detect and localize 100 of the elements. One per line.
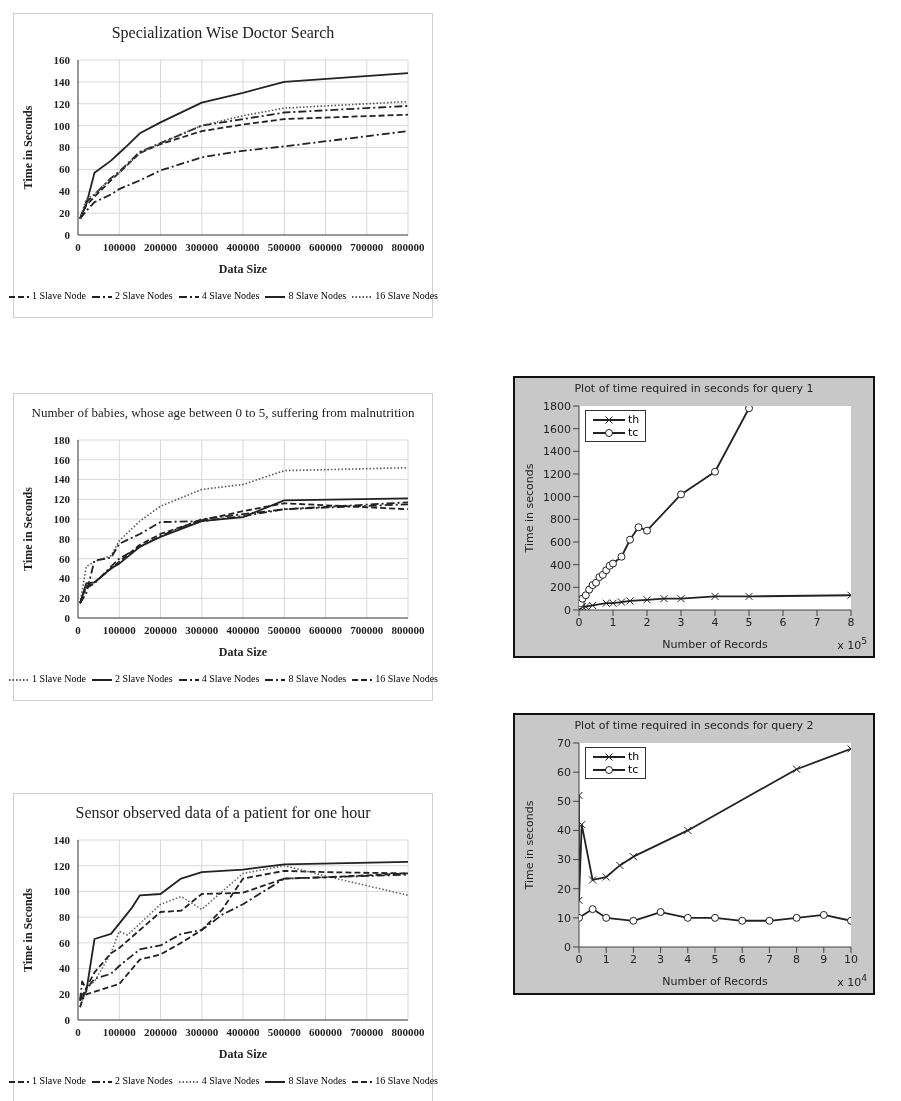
x-tick-label: 800000: [391, 240, 425, 253]
x-tick-label: 700000: [350, 623, 384, 636]
x-tick-label: 400000: [226, 240, 260, 253]
x-tick-label: 6: [738, 952, 746, 966]
x-tick-label: 2: [629, 952, 637, 966]
y-tick-label: 60: [557, 766, 571, 780]
y-tick-label: 100: [53, 885, 71, 898]
y-axis-title: Time in Seconds: [21, 887, 36, 972]
y-tick-label: 60: [59, 552, 71, 565]
x-tick-label: 300000: [185, 240, 219, 253]
y-tick-label: 20: [59, 207, 71, 220]
x-tick-label: 5: [745, 615, 753, 629]
legend-label: 2 Slave Nodes: [113, 290, 173, 302]
y-tick-label: 1800: [543, 399, 571, 413]
y-tick-label: 600: [550, 535, 571, 549]
x-tick-label: 2: [643, 615, 651, 629]
chart-title: Sensor observed data of a patient for one hour: [74, 803, 372, 824]
x-tick-label: 8: [847, 615, 855, 629]
x-tick-label: 400000: [226, 623, 260, 636]
y-tick-label: 100: [53, 119, 71, 132]
x-tick-label: 300000: [185, 623, 219, 636]
x-tick-label: 10: [844, 952, 858, 966]
x-tick-label: 700000: [350, 1025, 384, 1038]
y-tick-label: 20: [59, 988, 71, 1001]
y-tick-label: 160: [53, 453, 71, 466]
x-tick-label: 400000: [226, 1025, 260, 1038]
y-tick-label: 100: [53, 513, 71, 526]
y-axis-title: Time in Seconds: [21, 486, 36, 571]
x-tick-label: 500000: [267, 240, 302, 253]
legend-label: 2 Slave Nodes: [113, 673, 173, 685]
x-tick-label: 600000: [309, 240, 343, 253]
chart-title: Plot of time required in seconds for query 1: [573, 380, 815, 397]
y-tick-label: 0: [64, 1013, 71, 1026]
legend-label: 4 Slave Nodes: [200, 290, 260, 302]
chart-title: Specialization Wise Doctor Search: [110, 23, 336, 44]
x-tick-label: 6: [779, 615, 787, 629]
x-tick-label: 1: [609, 615, 617, 629]
legend-label: tc: [627, 763, 640, 776]
x-tick-label: 1: [602, 952, 610, 966]
legend-label: 8 Slave Nodes: [287, 673, 347, 685]
y-tick-label: 400: [550, 558, 571, 572]
x-tick-label: 100000: [102, 1025, 137, 1038]
chart-title: Plot of time required in seconds for query 2: [573, 717, 815, 734]
x-axis-title: Data Size: [218, 645, 268, 659]
y-tick-label: 20: [557, 882, 571, 896]
y-axis-title: Time in seconds: [522, 800, 536, 891]
y-tick-label: 1600: [543, 422, 571, 436]
x-tick-label: 700000: [350, 240, 384, 253]
legend-label: 1 Slave Node: [31, 290, 86, 302]
legend-label: 4 Slave Nodes: [200, 1075, 260, 1087]
y-tick-label: 1200: [543, 467, 571, 481]
legend-label: 16 Slave Nodes: [374, 290, 439, 302]
y-tick-label: 160: [53, 53, 71, 66]
y-tick-label: 0: [564, 940, 571, 954]
x-tick-label: 3: [657, 952, 665, 966]
legend-label: 16 Slave Nodes: [374, 673, 439, 685]
y-tick-label: 800: [550, 513, 571, 527]
y-tick-label: 10: [557, 911, 571, 925]
x-axis-title: Number of Records: [662, 975, 769, 988]
y-tick-label: 1000: [543, 490, 571, 504]
y-tick-label: 40: [59, 962, 71, 975]
y-tick-label: 0: [64, 228, 71, 241]
legend-label: th: [627, 413, 640, 426]
x-tick-label: 500000: [267, 1025, 302, 1038]
x-tick-label: 0: [75, 240, 82, 253]
y-axis-title: Time in Seconds: [21, 105, 36, 190]
x-tick-label: 7: [813, 615, 821, 629]
legend-label: 1 Slave Node: [31, 673, 86, 685]
x-tick-label: 7: [765, 952, 773, 966]
legend-label: tc: [627, 426, 640, 439]
legend-label: 1 Slave Node: [31, 1075, 86, 1087]
x-tick-label: 9: [820, 952, 828, 966]
y-tick-label: 140: [53, 473, 71, 486]
x-tick-label: 8: [793, 952, 801, 966]
x-tick-label: 200000: [144, 240, 178, 253]
x-tick-label: 200000: [144, 623, 178, 636]
x-tick-label: 100000: [102, 623, 137, 636]
y-tick-label: 40: [557, 824, 571, 838]
x-tick-label: 600000: [309, 623, 343, 636]
legend-label: 8 Slave Nodes: [287, 1075, 347, 1087]
legend-label: 2 Slave Nodes: [113, 1075, 173, 1087]
x-tick-label: 600000: [309, 1025, 343, 1038]
text: x 10$^{4}$: [837, 972, 867, 989]
y-tick-label: 50: [557, 795, 571, 809]
y-tick-label: 40: [59, 185, 71, 198]
x-tick-label: 800000: [391, 623, 425, 636]
y-axis-title: Time in seconds: [522, 463, 536, 554]
y-tick-label: 20: [59, 592, 71, 605]
y-tick-label: 40: [59, 572, 71, 585]
x-tick-label: 4: [684, 952, 692, 966]
y-tick-label: 80: [59, 532, 71, 545]
legend-label: 8 Slave Nodes: [287, 290, 347, 302]
y-tick-label: 60: [59, 936, 71, 949]
x-tick-label: 200000: [144, 1025, 178, 1038]
x-tick-label: 300000: [185, 1025, 219, 1038]
x-tick-label: 0: [575, 615, 583, 629]
x-tick-label: 500000: [267, 623, 302, 636]
x-tick-label: 0: [75, 623, 82, 636]
y-tick-label: 0: [564, 603, 571, 617]
y-tick-label: 80: [59, 141, 71, 154]
